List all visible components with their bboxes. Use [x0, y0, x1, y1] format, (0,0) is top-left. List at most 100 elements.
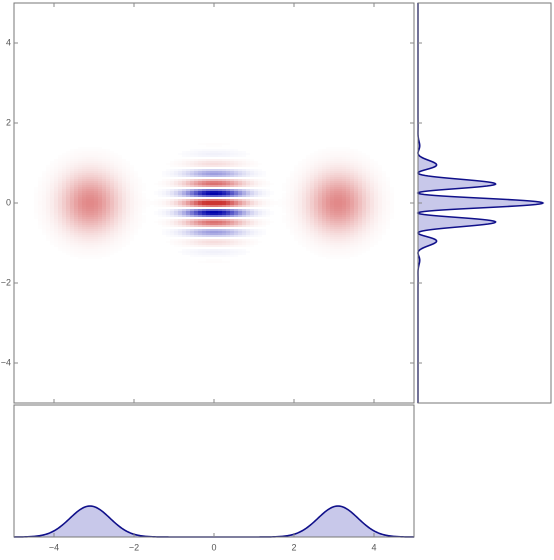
- density-cell: [238, 229, 242, 231]
- density-cell: [294, 165, 298, 167]
- density-cell: [350, 179, 354, 181]
- density-cell: [234, 231, 238, 233]
- density-cell: [258, 201, 262, 203]
- density-cell: [130, 229, 134, 231]
- density-cell: [354, 209, 358, 211]
- density-cell: [310, 223, 314, 225]
- density-cell: [70, 169, 74, 171]
- density-cell: [182, 215, 186, 217]
- density-cell: [74, 223, 78, 225]
- density-cell: [254, 241, 258, 243]
- density-cell: [206, 195, 210, 197]
- density-cell: [234, 219, 238, 221]
- density-cell: [234, 213, 238, 215]
- density-cell: [62, 197, 66, 199]
- density-cell: [70, 197, 74, 199]
- density-cell: [310, 241, 314, 243]
- density-cell: [234, 165, 238, 167]
- density-cell: [294, 229, 298, 231]
- density-cell: [270, 201, 274, 203]
- density-cell: [110, 189, 114, 191]
- density-cell: [254, 169, 258, 171]
- density-cell: [106, 197, 110, 199]
- density-cell: [270, 203, 274, 205]
- density-cell: [306, 221, 310, 223]
- density-cell: [106, 199, 110, 201]
- density-cell: [382, 185, 386, 187]
- density-cell: [238, 191, 242, 193]
- density-cell: [214, 261, 218, 263]
- density-cell: [350, 247, 354, 249]
- density-cell: [174, 219, 178, 221]
- density-cell: [282, 185, 286, 187]
- density-cell: [246, 193, 250, 195]
- density-cell: [78, 175, 82, 177]
- density-cell: [190, 223, 194, 225]
- density-cell: [302, 233, 306, 235]
- density-cell: [374, 189, 378, 191]
- density-cell: [94, 195, 98, 197]
- density-cell: [46, 171, 50, 173]
- density-cell: [142, 201, 146, 203]
- density-cell: [82, 249, 86, 251]
- density-cell: [362, 175, 366, 177]
- density-cell: [322, 149, 326, 151]
- density-cell: [190, 241, 194, 243]
- density-cell: [314, 167, 318, 169]
- density-cell: [342, 183, 346, 185]
- density-cell: [242, 203, 246, 205]
- density-cell: [290, 175, 294, 177]
- density-cell: [322, 163, 326, 165]
- density-cell: [342, 235, 346, 237]
- density-cell: [378, 165, 382, 167]
- density-cell: [42, 193, 46, 195]
- density-cell: [234, 175, 238, 177]
- density-cell: [198, 169, 202, 171]
- density-cell: [98, 201, 102, 203]
- density-cell: [290, 225, 294, 227]
- density-cell: [82, 205, 86, 207]
- density-cell: [206, 221, 210, 223]
- density-cell: [290, 231, 294, 233]
- density-cell: [190, 171, 194, 173]
- density-cell: [214, 253, 218, 255]
- density-cell: [126, 181, 130, 183]
- density-cell: [306, 171, 310, 173]
- density-cell: [306, 237, 310, 239]
- density-cell: [298, 223, 302, 225]
- density-cell: [314, 207, 318, 209]
- density-cell: [246, 215, 250, 217]
- density-cell: [98, 165, 102, 167]
- density-cell: [326, 247, 330, 249]
- density-cell: [210, 203, 214, 205]
- density-cell: [242, 223, 246, 225]
- density-cell: [58, 177, 62, 179]
- density-cell: [366, 243, 370, 245]
- density-cell: [166, 179, 170, 181]
- density-cell: [334, 247, 338, 249]
- density-cell: [330, 171, 334, 173]
- density-cell: [122, 233, 126, 235]
- density-cell: [358, 173, 362, 175]
- density-cell: [302, 221, 306, 223]
- density-cell: [322, 213, 326, 215]
- density-cell: [254, 211, 258, 213]
- density-cell: [378, 169, 382, 171]
- density-cell: [174, 203, 178, 205]
- density-cell: [134, 195, 138, 197]
- density-cell: [210, 239, 214, 241]
- density-cell: [326, 243, 330, 245]
- density-cell: [50, 215, 54, 217]
- density-cell: [94, 161, 98, 163]
- density-cell: [338, 161, 342, 163]
- density-cell: [46, 183, 50, 185]
- density-cell: [374, 211, 378, 213]
- density-cell: [362, 173, 366, 175]
- density-cell: [182, 179, 186, 181]
- density-cell: [314, 197, 318, 199]
- density-cell: [166, 225, 170, 227]
- density-cell: [334, 249, 338, 251]
- density-cell: [326, 193, 330, 195]
- density-cell: [310, 181, 314, 183]
- density-cell: [374, 223, 378, 225]
